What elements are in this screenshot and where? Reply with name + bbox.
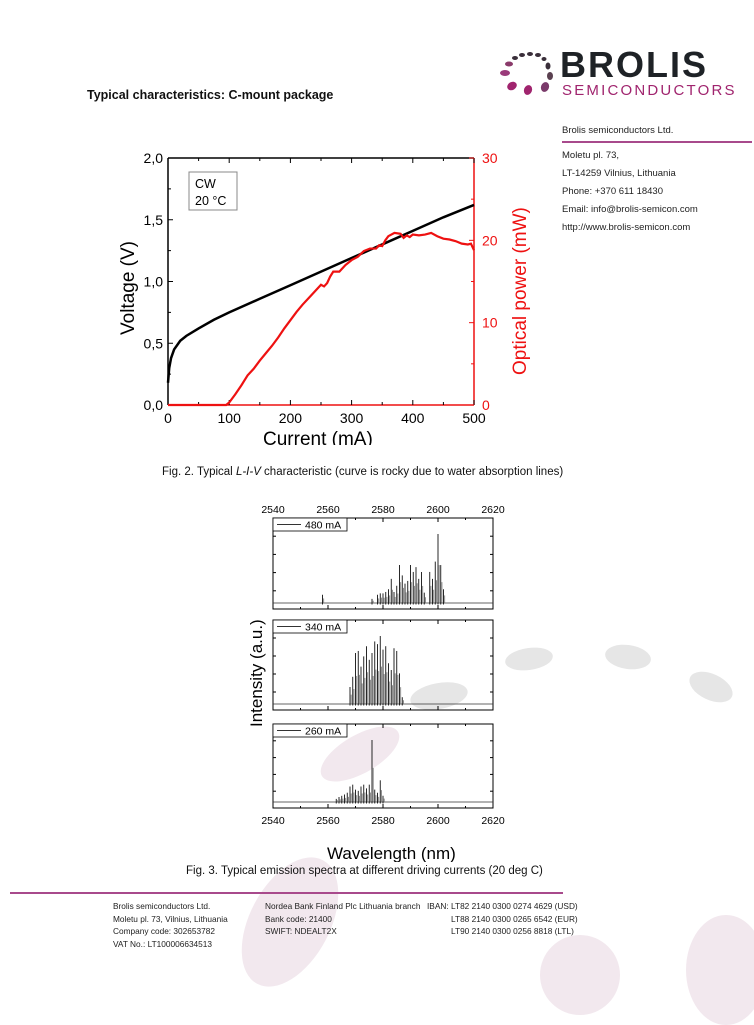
footer-iban-label: IBAN: [427,901,449,911]
legend-label: 340 mA [305,622,341,634]
y-tick-label: 2,0 [144,150,164,166]
footer-bank: Nordea Bank Finland Plc Lithuania branch… [265,900,420,938]
spectrum-panel: 260 mA [272,723,494,809]
x-top-tick-label: 2600 [426,504,450,516]
spectrum-panel: 340 mA [272,619,494,711]
y-axis-label: Intensity (a.u.) [247,619,266,727]
company-website[interactable]: http://www.brolis-semicon.com [562,222,691,233]
company-address-street: Moletu pl. 73, [562,150,620,161]
legend-box [272,723,348,738]
spectrum-panel: 480 mA [272,517,494,610]
fig2-caption-suffix: characteristic (curve is rocky due to wa… [260,466,564,478]
company-address-city: LT-14259 Vilnius, Lithuania [562,168,676,179]
decorative-shape [540,935,620,1015]
optical-power-series-line [168,231,475,407]
annotation-cw: CW [195,177,216,191]
footer-company-address: Moletu pl. 73, Vilnius, Lithuania [113,913,228,924]
fig2-caption: Fig. 2. Typical L-I-V characteristic (cu… [162,466,563,478]
y2-tick-label: 10 [482,315,498,331]
x-tick-label: 2580 [371,815,395,827]
section-title: Typical characteristics: C-mount package [87,88,334,102]
x-tick-label: 300 [340,410,364,426]
x-tick-label: 2540 [261,815,285,827]
decorative-shape [686,915,754,1025]
x-tick-label: 400 [401,410,425,426]
legend-box [272,517,348,532]
y-tick-label: 1,5 [144,212,164,228]
decorative-shape [684,665,738,709]
y-axis-label: Voltage (V) [118,241,139,335]
x-tick-label: 2600 [426,815,450,827]
company-contact-block: Brolis semiconductors Ltd. Moletu pl. 73… [562,125,752,233]
x-top-tick-label: 2580 [371,504,395,516]
footer-iban-usd: LT82 2140 0300 0274 4629 (USD) [451,901,578,911]
y2-tick-label: 0 [482,397,490,413]
footer-bank-code: Bank code: 21400 [265,913,332,924]
y-tick-label: 0,5 [144,335,164,351]
footer-iban: LT82 2140 0300 0274 4629 (USD) LT88 2140… [451,900,578,938]
logo-subline: SEMICONDUCTORS [562,82,737,99]
brolis-logo: BROLIS SEMICONDUCTORS [498,44,735,104]
y2-tick-label: 20 [482,232,498,248]
footer-iban-eur: LT88 2140 0300 0265 6542 (EUR) [451,913,578,924]
legend-label: 480 mA [305,520,341,532]
y2-tick-label: 30 [482,150,498,166]
liv-chart: 0 100 200 300 400 500 0,0 0,5 1,0 1,5 2,0 0 10 20 30 C… [118,150,531,445]
x-axis-label: Current (mA) [263,429,373,445]
x-tick-label: 100 [218,410,242,426]
y2-axis-label: Optical power (mW) [510,207,531,375]
company-phone: Phone: +370 611 18430 [562,186,663,197]
legend-box [272,619,348,634]
x-tick-label: 0 [164,410,172,426]
footer-swift: SWIFT: NDEALT2X [265,926,337,936]
x-tick-label: 2620 [481,815,505,827]
legend-label: 260 mA [305,726,341,738]
voltage-series-line [166,203,475,383]
footer-company-code: Company code: 302653782 [113,926,215,936]
company-name: Brolis semiconductors Ltd. [562,125,752,143]
annotation-temp: 20 °C [195,194,226,208]
x-top-tick-label: 2560 [316,504,340,516]
x-tick-label: 200 [279,410,303,426]
x-top-tick-label: 2620 [481,504,505,516]
fig2-caption-prefix: Fig. 2. Typical [162,466,236,478]
annotation-box [188,171,238,211]
footer-divider [10,892,563,894]
decorative-shape [603,641,653,673]
fig3-caption: Fig. 3. Typical emission spectra at diff… [186,865,543,877]
fig2-caption-italic: L-I-V [235,466,261,478]
footer-company: Brolis semiconductors Ltd. Moletu pl. 73… [113,900,228,950]
footer-company-name: Brolis semiconductors Ltd. [113,901,211,911]
y-tick-label: 1,0 [144,274,164,290]
footer-bank-name: Nordea Bank Finland Plc Lithuania branch [265,901,421,911]
spectra-chart: 2540 2540 2560 2560 2580 2580 2600 2600 2620 2620… [247,504,505,862]
footer-iban-ltl: LT90 2140 0300 0256 8818 (LTL) [451,926,574,936]
footer-vat: VAT No.: LT100006634513 [113,938,213,949]
x-top-tick-label: 2540 [261,504,285,516]
company-email[interactable]: Email: info@brolis-semicon.com [562,204,698,215]
x-axis-label: Wavelength (nm) [327,844,456,862]
logo-wordmark: BROLIS [560,44,709,85]
x-tick-label: 2560 [316,815,340,827]
logo-dots-icon [500,52,553,95]
y-tick-label: 0,0 [144,397,164,413]
x-tick-label: 500 [462,410,486,426]
